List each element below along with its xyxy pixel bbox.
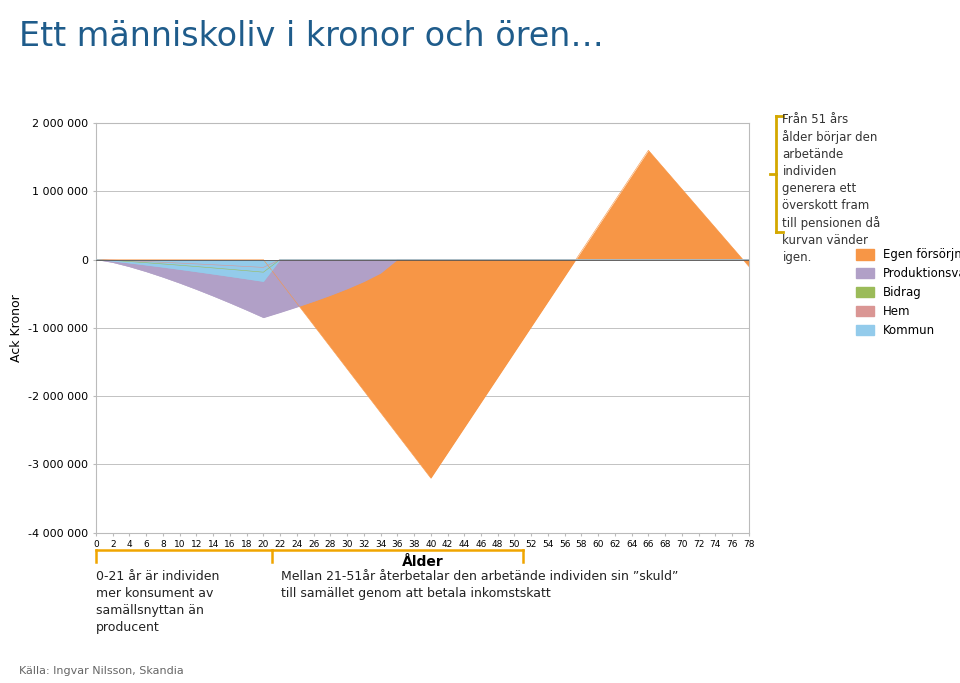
Text: 0-21 år är individen
mer konsument av
samällsnyttan än
producent: 0-21 år är individen mer konsument av sa…	[96, 570, 220, 635]
Text: Mellan 21-51år återbetalar den arbetände individen sin ”skuld”
till samället gen: Mellan 21-51år återbetalar den arbetände…	[281, 570, 679, 600]
Y-axis label: Ack Kronor: Ack Kronor	[10, 294, 23, 362]
X-axis label: Ålder: Ålder	[401, 555, 444, 569]
Legend: Egen försörjning, Produktionsvärde, Bidrag, Hem, Kommun: Egen försörjning, Produktionsvärde, Bidr…	[852, 244, 960, 342]
Text: Källa: Ingvar Nilsson, Skandia: Källa: Ingvar Nilsson, Skandia	[19, 666, 184, 676]
Text: Ett människoliv i kronor och ören…: Ett människoliv i kronor och ören…	[19, 20, 604, 53]
Text: Från 51 års
ålder börjar den
arbetände
individen
generera ett
överskott fram
til: Från 51 års ålder börjar den arbetände i…	[782, 113, 880, 264]
